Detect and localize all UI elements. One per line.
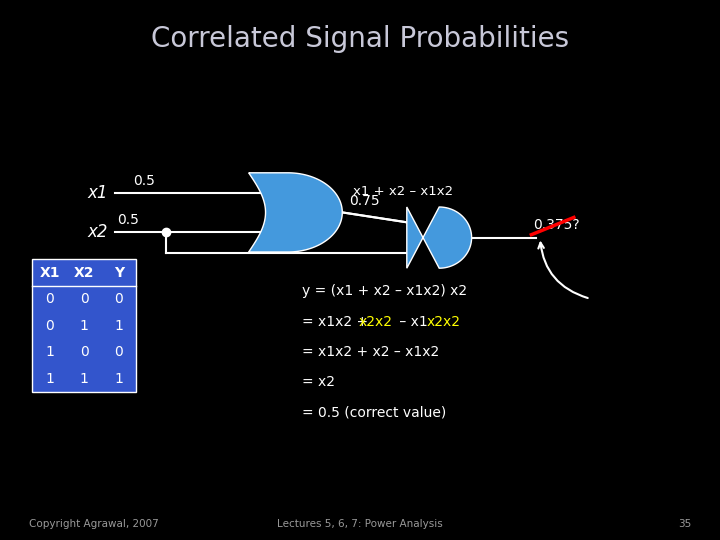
Text: 1: 1 — [80, 372, 89, 386]
Text: x2: x2 — [88, 223, 108, 241]
Text: – x1: – x1 — [395, 315, 427, 329]
Text: 0: 0 — [80, 292, 89, 306]
Text: = x2: = x2 — [302, 375, 336, 389]
Text: x1 + x2 – x1x2: x1 + x2 – x1x2 — [353, 185, 453, 198]
Text: 35: 35 — [678, 519, 691, 529]
Text: = x1x2 +: = x1x2 + — [302, 315, 373, 329]
Text: 0.75: 0.75 — [349, 194, 380, 208]
Text: 1: 1 — [80, 319, 89, 333]
Text: y = (x1 + x2 – x1x2) x2: y = (x1 + x2 – x1x2) x2 — [302, 285, 467, 299]
Text: X1: X1 — [40, 266, 60, 280]
Text: x1: x1 — [88, 184, 108, 201]
Text: 0: 0 — [114, 292, 123, 306]
Text: 0: 0 — [80, 346, 89, 360]
Text: 0.375?: 0.375? — [533, 218, 580, 232]
Text: 1: 1 — [45, 346, 54, 360]
Polygon shape — [248, 173, 342, 252]
Text: Correlated Signal Probabilities: Correlated Signal Probabilities — [151, 25, 569, 53]
Text: Copyright Agrawal, 2007: Copyright Agrawal, 2007 — [29, 519, 158, 529]
Text: 0: 0 — [114, 346, 123, 360]
Text: 0.5: 0.5 — [117, 213, 138, 227]
FancyBboxPatch shape — [32, 259, 136, 393]
Text: Lectures 5, 6, 7: Power Analysis: Lectures 5, 6, 7: Power Analysis — [277, 519, 443, 529]
Text: 0: 0 — [45, 319, 54, 333]
Text: 1: 1 — [114, 372, 123, 386]
Text: x2x2: x2x2 — [426, 315, 460, 329]
Text: x2x2: x2x2 — [359, 315, 392, 329]
Text: 1: 1 — [45, 372, 54, 386]
Text: = 0.5 (correct value): = 0.5 (correct value) — [302, 406, 446, 420]
Text: 0.5: 0.5 — [133, 173, 155, 187]
Text: Y: Y — [114, 266, 124, 280]
Text: 0: 0 — [45, 292, 54, 306]
Text: 1: 1 — [114, 319, 123, 333]
Polygon shape — [407, 207, 472, 268]
Text: = x1x2 + x2 – x1x2: = x1x2 + x2 – x1x2 — [302, 345, 440, 359]
Text: X2: X2 — [74, 266, 94, 280]
